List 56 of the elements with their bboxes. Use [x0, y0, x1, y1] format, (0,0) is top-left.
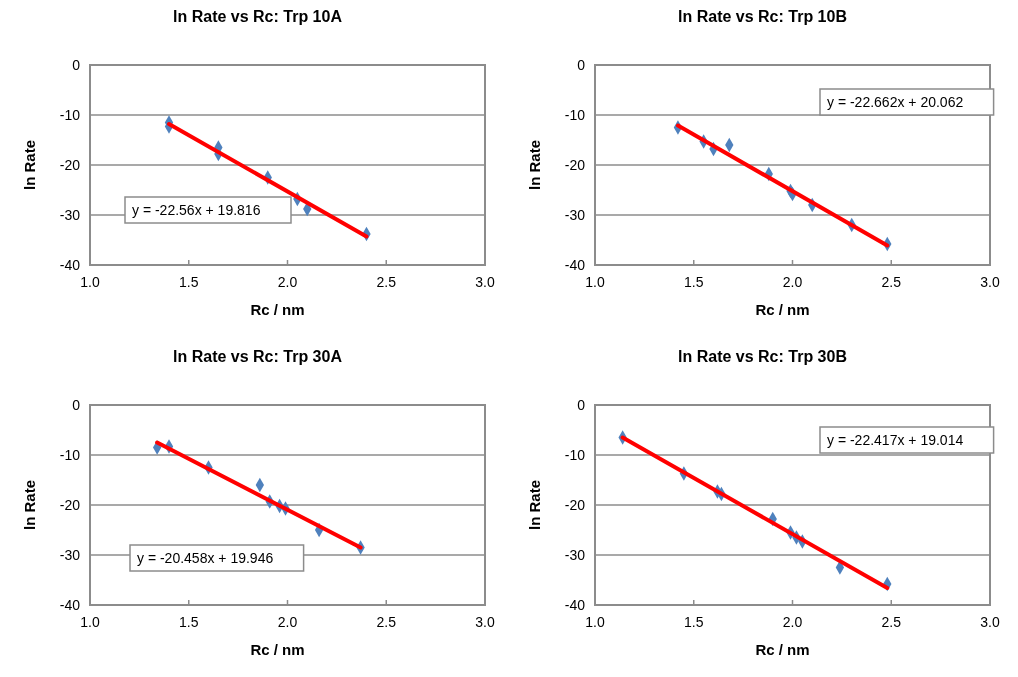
chart-title: ln Rate vs Rc: Trp 30A [173, 348, 343, 365]
y-tick-label: -30 [59, 207, 81, 223]
y-tick-label: -20 [59, 497, 81, 513]
x-tick-label: 1.5 [684, 614, 704, 630]
y-tick-label: -30 [59, 547, 81, 563]
x-tick-label: 1.5 [179, 614, 199, 630]
y-tick-label: 0 [577, 397, 586, 413]
y-axis-title: ln Rate [526, 479, 543, 531]
y-tick-label: -40 [564, 597, 586, 613]
y-tick-label: -10 [59, 447, 81, 463]
x-tick-label: 2.0 [277, 614, 298, 630]
x-axis-title: Rc / nm [250, 641, 305, 658]
x-tick-label: 3.0 [980, 614, 1000, 630]
y-tick-label: -10 [564, 107, 586, 123]
chart-title: ln Rate vs Rc: Trp 10B [678, 8, 847, 25]
y-axis-title: ln Rate [21, 139, 38, 191]
x-tick-label: 1.0 [80, 614, 100, 630]
y-tick-label: -40 [59, 257, 81, 273]
x-tick-label: 2.5 [881, 614, 902, 630]
y-tick-label: -30 [564, 547, 586, 563]
x-tick-label: 1.5 [179, 274, 199, 290]
x-tick-label: 1.0 [585, 274, 605, 290]
x-tick-label: 2.5 [881, 274, 902, 290]
y-axis-title: ln Rate [526, 139, 543, 191]
y-tick-label: -20 [59, 157, 81, 173]
y-tick-label: 0 [72, 57, 81, 73]
x-tick-label: 2.5 [376, 614, 397, 630]
x-tick-label: 3.0 [475, 614, 495, 630]
annotation: y = -20.458x + 19.946 [137, 550, 274, 566]
x-tick-label: 2.0 [782, 614, 803, 630]
chart-title: ln Rate vs Rc: Trp 30B [678, 348, 847, 365]
y-tick-label: -20 [564, 157, 586, 173]
x-axis-title: Rc / nm [250, 301, 305, 318]
x-tick-label: 2.0 [277, 274, 298, 290]
y-tick-label: -40 [564, 257, 586, 273]
annotation: y = -22.662x + 20.062 [827, 94, 964, 110]
y-axis-title: ln Rate [21, 479, 38, 531]
y-tick-label: -40 [59, 597, 81, 613]
x-axis-title: Rc / nm [755, 641, 810, 658]
x-tick-label: 2.0 [782, 274, 803, 290]
x-tick-label: 3.0 [475, 274, 495, 290]
annotation: y = -22.417x + 19.014 [827, 432, 964, 448]
y-tick-label: 0 [577, 57, 586, 73]
x-tick-label: 1.0 [585, 614, 605, 630]
x-tick-label: 1.0 [80, 274, 100, 290]
x-tick-label: 2.5 [376, 274, 397, 290]
chart-title: ln Rate vs Rc: Trp 10A [173, 8, 343, 25]
y-tick-label: 0 [72, 397, 81, 413]
y-tick-label: -10 [59, 107, 81, 123]
x-axis-title: Rc / nm [755, 301, 810, 318]
annotation: y = -22.56x + 19.816 [132, 202, 261, 218]
x-tick-label: 3.0 [980, 274, 1000, 290]
x-tick-label: 1.5 [684, 274, 704, 290]
y-tick-label: -30 [564, 207, 586, 223]
y-tick-label: -20 [564, 497, 586, 513]
y-tick-label: -10 [564, 447, 586, 463]
